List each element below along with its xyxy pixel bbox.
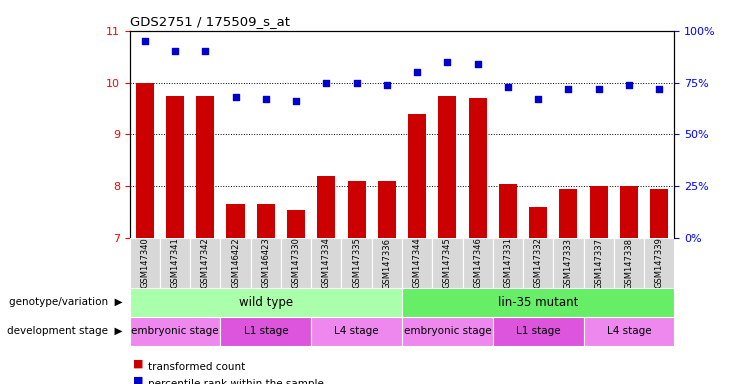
Bar [372, 238, 402, 288]
Text: development stage  ▶: development stage ▶ [7, 326, 122, 336]
Bar [257, 204, 275, 238]
Bar [342, 238, 372, 288]
Bar [221, 238, 250, 288]
Bar [619, 186, 638, 238]
Point [593, 86, 605, 92]
Text: GSM147337: GSM147337 [594, 238, 603, 288]
Bar [644, 238, 674, 288]
Bar [499, 184, 517, 238]
Bar [493, 238, 523, 288]
Bar [614, 238, 644, 288]
Text: ■: ■ [133, 359, 144, 369]
Point [654, 86, 665, 92]
Bar [529, 207, 547, 238]
Bar [130, 238, 160, 288]
Point [623, 81, 635, 88]
Text: L1 stage: L1 stage [244, 326, 288, 336]
Bar [166, 96, 184, 238]
Text: GSM147330: GSM147330 [292, 238, 301, 288]
Bar [559, 189, 577, 238]
Bar [402, 288, 674, 317]
Text: L4 stage: L4 stage [334, 326, 379, 336]
Bar [378, 181, 396, 238]
Bar [317, 176, 336, 238]
Text: embryonic stage: embryonic stage [404, 326, 491, 336]
Point [199, 48, 211, 55]
Point [562, 86, 574, 92]
Text: L1 stage: L1 stage [516, 326, 560, 336]
Point [169, 48, 181, 55]
Bar [438, 96, 456, 238]
Bar [493, 317, 584, 346]
Bar [130, 317, 221, 346]
Text: GDS2751 / 175509_s_at: GDS2751 / 175509_s_at [130, 15, 290, 28]
Point [472, 61, 484, 67]
Text: GSM147344: GSM147344 [413, 238, 422, 288]
Point [381, 81, 393, 88]
Bar [227, 204, 245, 238]
Bar [136, 83, 154, 238]
Bar [468, 98, 487, 238]
Point [139, 38, 150, 44]
Bar [432, 238, 462, 288]
Text: GSM147339: GSM147339 [655, 238, 664, 288]
Text: GSM147332: GSM147332 [534, 238, 542, 288]
Point [442, 59, 453, 65]
Text: GSM147334: GSM147334 [322, 238, 330, 288]
Bar [462, 238, 493, 288]
Point [320, 79, 332, 86]
Point [230, 94, 242, 100]
Bar [402, 317, 493, 346]
Text: GSM147346: GSM147346 [473, 238, 482, 288]
Bar [130, 288, 402, 317]
Text: GSM146423: GSM146423 [262, 238, 270, 288]
Text: GSM147331: GSM147331 [503, 238, 512, 288]
Point [411, 69, 423, 75]
Bar [250, 238, 281, 288]
Text: lin-35 mutant: lin-35 mutant [498, 296, 578, 309]
Text: GSM147336: GSM147336 [382, 238, 391, 288]
Bar [408, 114, 426, 238]
Bar [650, 189, 668, 238]
Text: GSM147338: GSM147338 [625, 238, 634, 288]
Text: transformed count: transformed count [148, 362, 245, 372]
Bar [196, 96, 214, 238]
Bar [311, 317, 402, 346]
Bar [402, 238, 432, 288]
Bar [221, 317, 311, 346]
Bar [281, 238, 311, 288]
Text: GSM147342: GSM147342 [201, 238, 210, 288]
Bar [523, 238, 554, 288]
Point [260, 96, 272, 102]
Text: GSM147340: GSM147340 [140, 238, 149, 288]
Text: GSM147335: GSM147335 [352, 238, 361, 288]
Text: GSM147345: GSM147345 [443, 238, 452, 288]
Text: percentile rank within the sample: percentile rank within the sample [148, 379, 324, 384]
Text: L4 stage: L4 stage [607, 326, 651, 336]
Text: genotype/variation  ▶: genotype/variation ▶ [9, 297, 122, 308]
Point [290, 98, 302, 104]
Text: GSM146422: GSM146422 [231, 238, 240, 288]
Point [502, 84, 514, 90]
Text: wild type: wild type [239, 296, 293, 309]
Text: GSM147341: GSM147341 [170, 238, 179, 288]
Point [350, 79, 362, 86]
Bar [311, 238, 342, 288]
Point [532, 96, 544, 102]
Bar [590, 186, 608, 238]
Bar [190, 238, 221, 288]
Bar [584, 317, 674, 346]
Bar [160, 238, 190, 288]
Bar [554, 238, 584, 288]
Text: GSM147333: GSM147333 [564, 238, 573, 288]
Bar [348, 181, 365, 238]
Bar [287, 210, 305, 238]
Text: ■: ■ [133, 376, 144, 384]
Bar [584, 238, 614, 288]
Text: embryonic stage: embryonic stage [131, 326, 219, 336]
